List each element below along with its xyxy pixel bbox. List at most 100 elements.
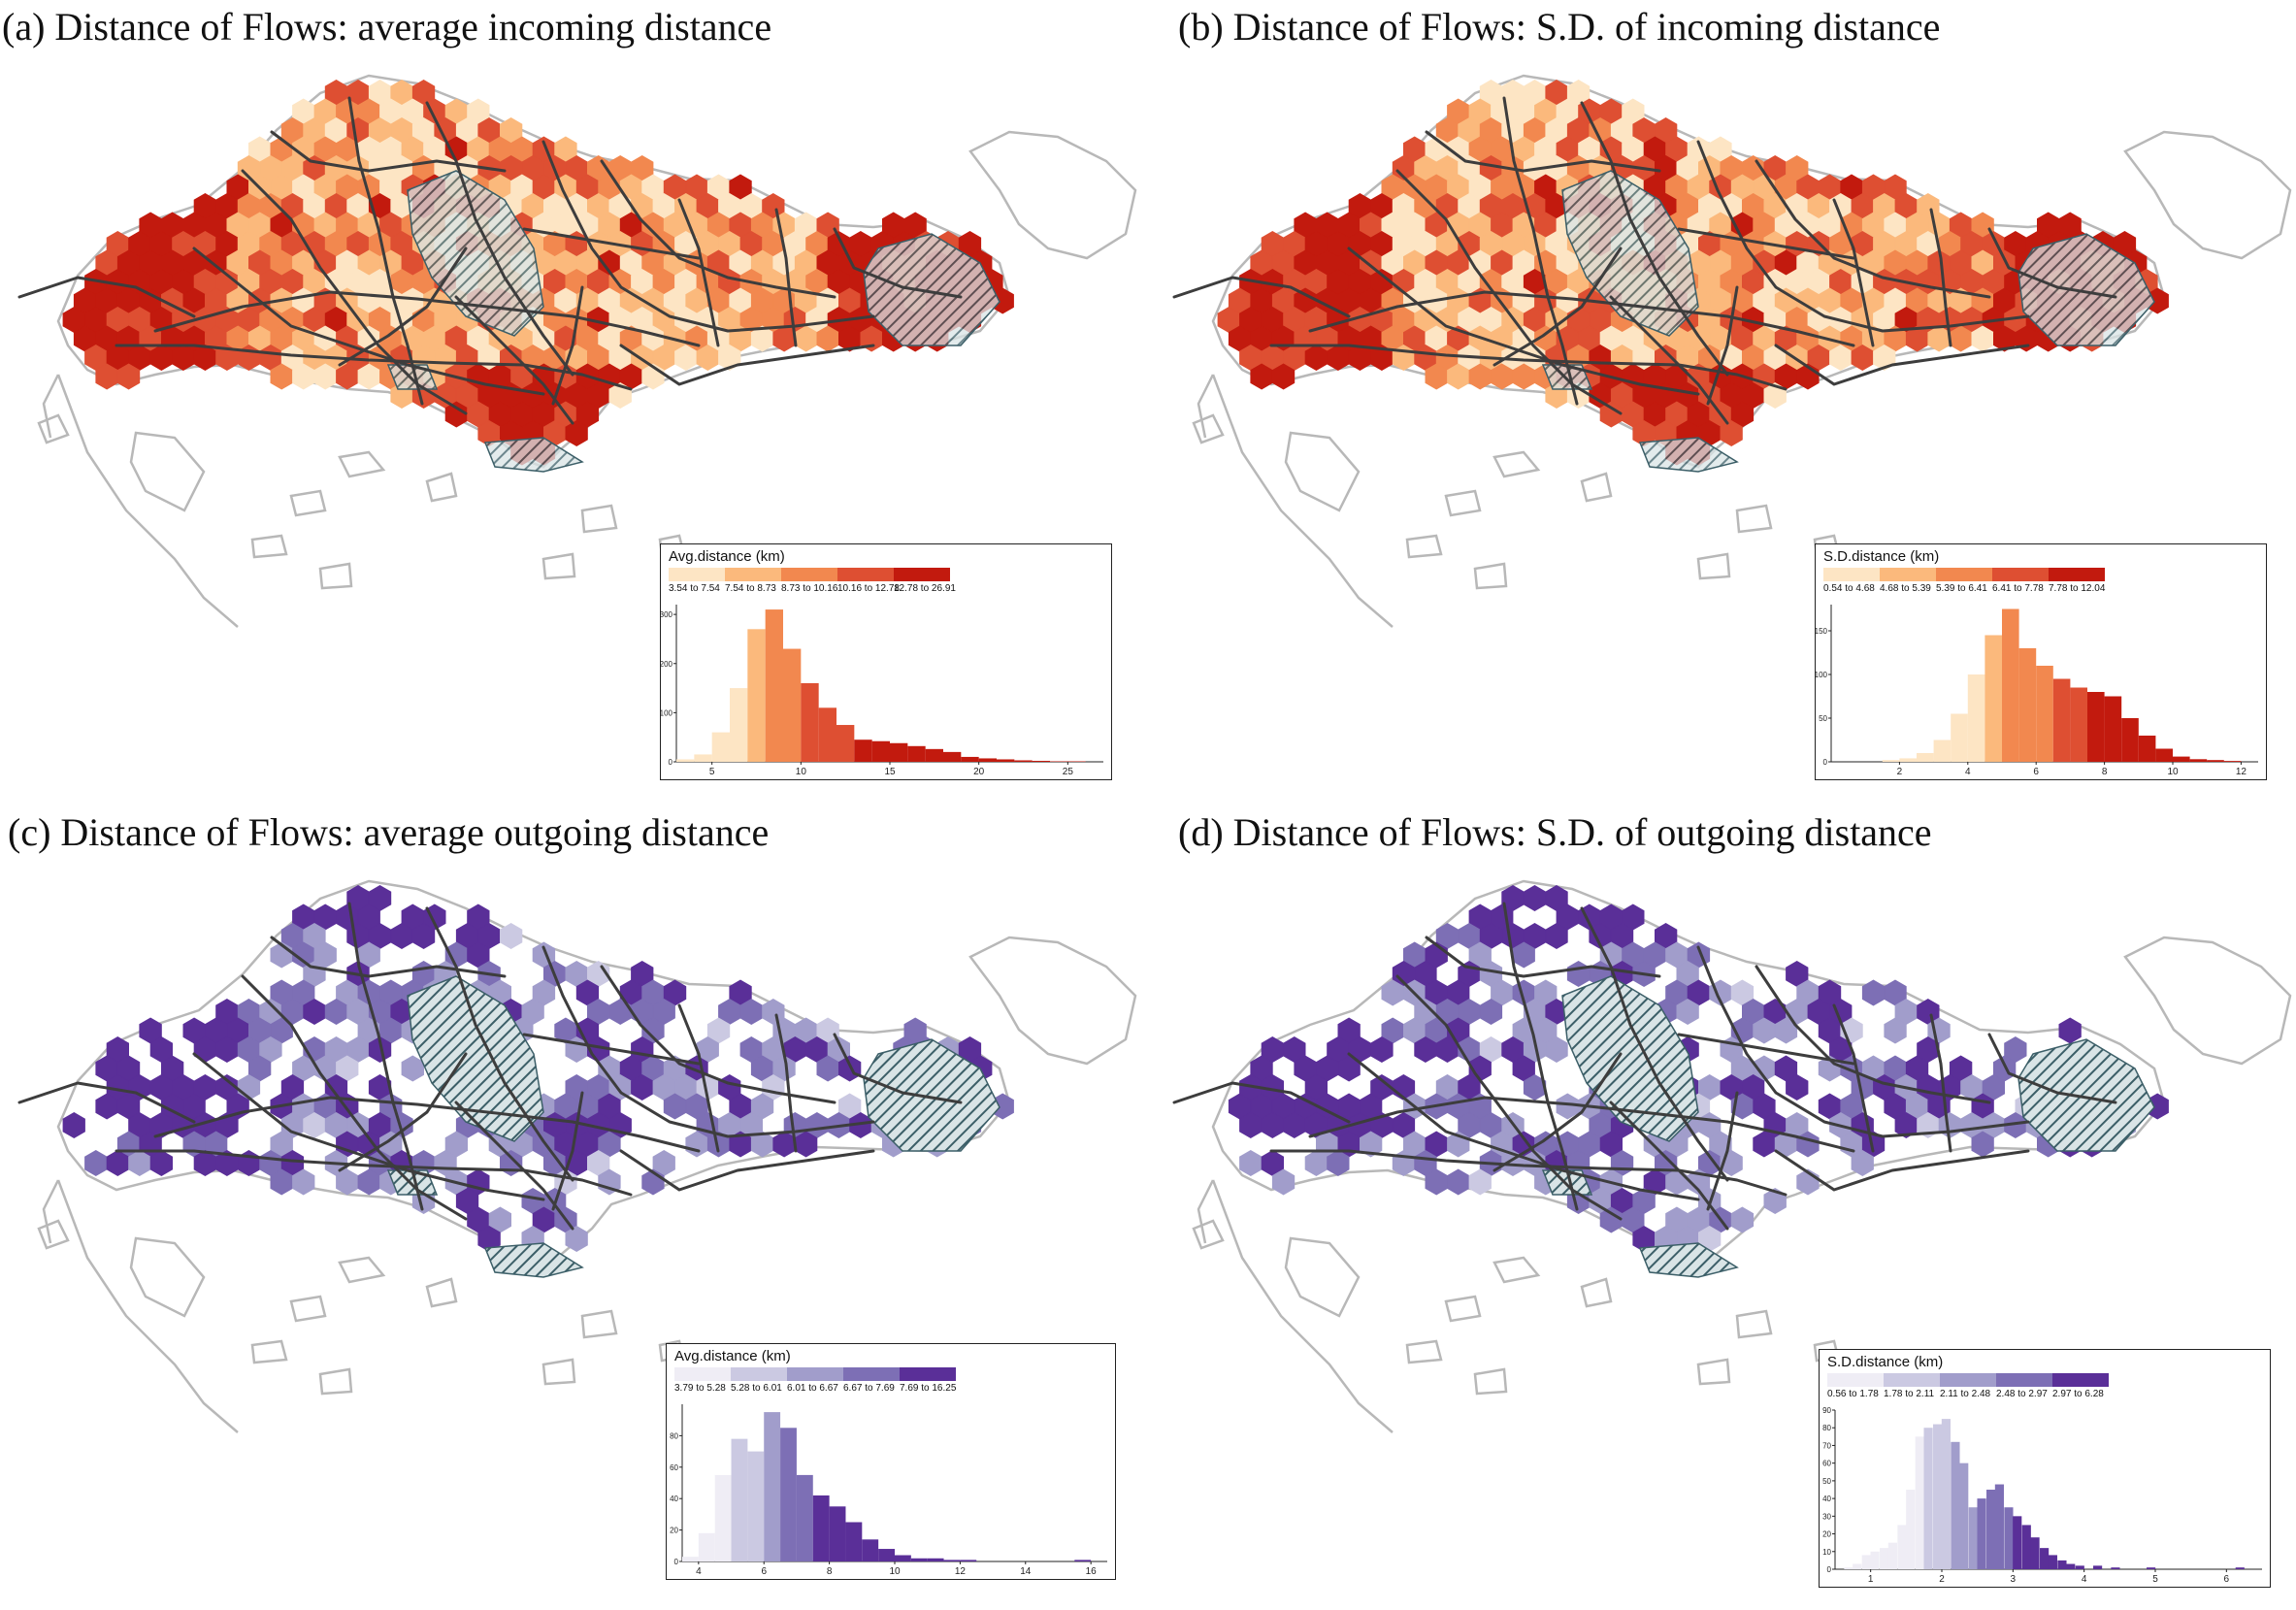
legend-swatch — [725, 568, 781, 581]
legend-swatch — [1996, 1373, 2052, 1387]
histogram: 4 6 8 10 12 14 16 0 20 40 60 80 — [670, 1404, 1107, 1577]
histogram-bar — [1880, 1548, 1889, 1569]
legend-swatches — [1823, 568, 2105, 581]
histogram-bar — [829, 1506, 846, 1561]
hex-cell — [1271, 363, 1296, 390]
legend-swatch — [1827, 1373, 1884, 1387]
hex-cell — [62, 1112, 85, 1138]
legend-class-label: 3.54 to 7.54 — [669, 583, 720, 594]
legend-class-label: 2.97 to 6.28 — [2052, 1389, 2104, 1399]
reservoir-hatched-area — [407, 975, 544, 1142]
histogram-bar — [765, 609, 783, 762]
map-group — [17, 879, 1137, 1433]
islet-outline — [1405, 534, 1443, 559]
histogram-bar — [910, 1558, 928, 1561]
road-line — [1502, 902, 1579, 1211]
histogram-bar — [780, 1428, 797, 1561]
x-tick-label: 4 — [1965, 767, 1971, 777]
y-tick-label: 0 — [669, 758, 673, 767]
histogram-bar — [2013, 1516, 2022, 1569]
histogram-bar — [836, 725, 855, 762]
histogram-bar — [2155, 748, 2173, 762]
legend-class-label: 4.68 to 5.39 — [1880, 583, 1931, 594]
road-line — [1492, 246, 1623, 367]
map-group — [17, 74, 1137, 628]
histogram-bar — [2111, 1567, 2120, 1569]
road-line — [677, 198, 720, 347]
histogram-bar — [943, 751, 962, 762]
hex-cell — [1523, 1074, 1547, 1101]
hex-cell — [1566, 961, 1591, 987]
road-line — [522, 227, 701, 260]
x-tick-label: 4 — [696, 1566, 702, 1577]
islet-outline — [1444, 1295, 1482, 1323]
hex-cell — [149, 1150, 173, 1176]
reservoir-hatched-area — [1561, 975, 1699, 1142]
islet-outline — [1696, 1358, 1731, 1386]
y-tick-label: 70 — [1822, 1441, 1831, 1450]
reservoir-hatched-area — [1638, 437, 1739, 473]
road-line — [1609, 1101, 1729, 1231]
y-tick-label: 40 — [1822, 1495, 1831, 1503]
legend-class-label: 2.11 to 2.48 — [1940, 1389, 1991, 1399]
histogram-bar — [764, 1412, 781, 1561]
hex-cell — [565, 1226, 588, 1252]
reservoir-hatched-area — [2017, 233, 2155, 346]
islet-outline — [1473, 562, 1508, 590]
hex-cell — [292, 1168, 315, 1196]
panel-c: (c) Distance of Flows: average outgoing … — [0, 805, 1145, 1610]
y-tick-label: 300 — [661, 610, 673, 619]
road-line — [17, 276, 196, 318]
hex-cell — [1360, 1131, 1383, 1158]
histogram-bar — [2018, 648, 2037, 762]
hex-cell — [1271, 1168, 1296, 1196]
islet-outline — [37, 1219, 70, 1250]
hex-cell — [1523, 885, 1547, 911]
legend-swatches — [669, 568, 950, 581]
x-tick-label: 25 — [1063, 767, 1074, 777]
histogram-bar — [1959, 1462, 1969, 1569]
histogram-bar — [694, 754, 712, 762]
hex-cell — [1676, 999, 1699, 1025]
hex-cell — [84, 1150, 108, 1176]
histogram-bar — [1870, 1551, 1880, 1569]
x-tick-label: 3 — [2011, 1574, 2017, 1585]
hex-cell — [368, 1036, 392, 1063]
road-line — [1706, 285, 1739, 406]
legend-histogram-box: Avg.distance (km) 3.79 to 5.28 5.28 to 6.… — [666, 1343, 1116, 1580]
histogram-bar — [1977, 1498, 1986, 1569]
histogram-bar — [2048, 1555, 2057, 1569]
road-line — [1580, 101, 1729, 377]
histogram-bar — [1915, 1436, 1924, 1569]
y-tick-label: 20 — [1822, 1530, 1831, 1539]
histogram-bar — [907, 745, 926, 762]
y-tick-label: 30 — [1822, 1512, 1831, 1521]
panel-title: (b) Distance of Flows: S.D. of incoming … — [1178, 5, 1941, 49]
islet-outline — [318, 562, 353, 590]
y-tick-label: 40 — [670, 1495, 678, 1503]
road-line — [347, 96, 424, 406]
legend-swatch — [781, 568, 837, 581]
islet-outline — [1696, 552, 1731, 580]
histogram-bar — [2075, 1565, 2084, 1569]
y-tick-label: 100 — [1816, 671, 1828, 679]
hex-cell — [1720, 420, 1743, 446]
histogram-bar — [818, 707, 836, 762]
road-line — [1696, 140, 2030, 333]
histogram-bar — [2207, 760, 2224, 762]
legend-swatch — [731, 1367, 787, 1381]
legend-swatches — [1827, 1373, 2109, 1387]
histogram-bar — [2057, 1560, 2067, 1569]
histogram-bar — [1899, 758, 1917, 762]
road-line — [1502, 96, 1579, 406]
y-tick-label: 90 — [1822, 1406, 1831, 1415]
road-line — [833, 227, 963, 299]
histogram-bar — [997, 759, 1015, 762]
histogram-bar — [1897, 1525, 1907, 1569]
hex-cell — [500, 923, 523, 949]
hex-cell — [2058, 1017, 2082, 1044]
x-tick-label: 8 — [2102, 767, 2108, 777]
histogram-bar — [961, 756, 979, 762]
histogram-bar — [2121, 718, 2139, 762]
legend-title: Avg.distance (km) — [674, 1348, 791, 1364]
